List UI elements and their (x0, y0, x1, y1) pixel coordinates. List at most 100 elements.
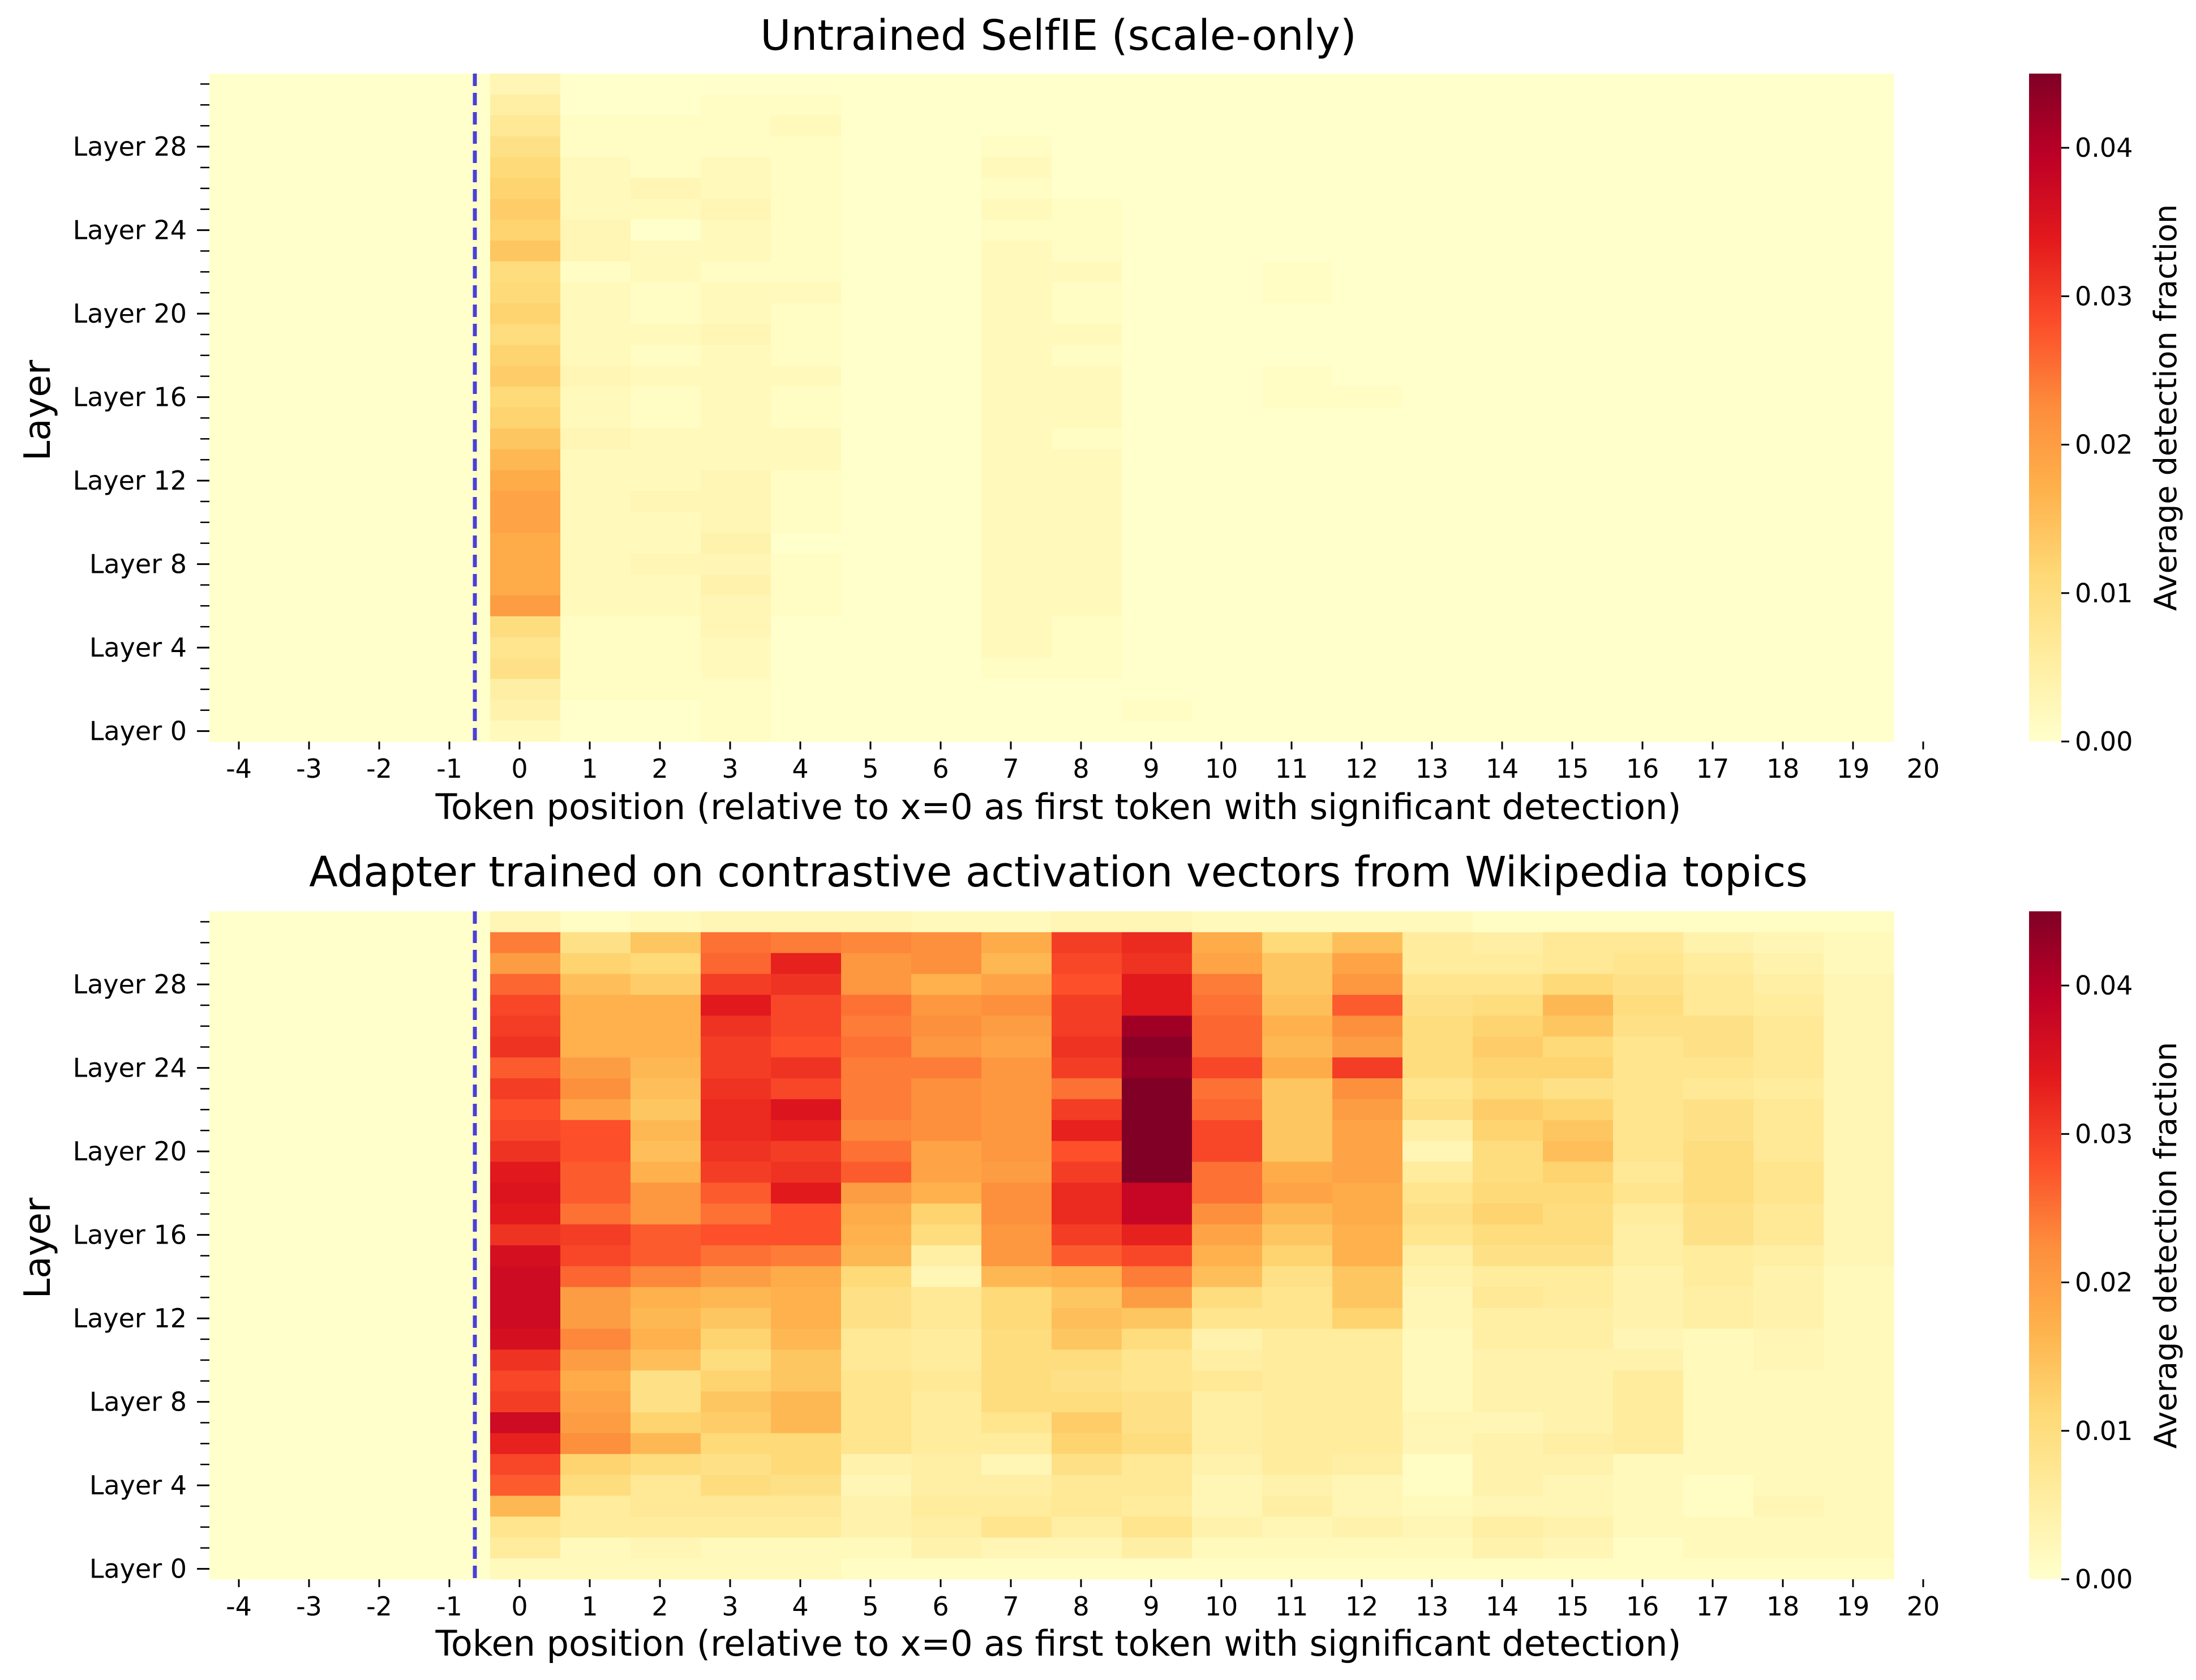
heatmap-cell (631, 324, 701, 345)
heatmap-cell (1824, 470, 1894, 492)
heatmap-cell (1122, 1099, 1193, 1121)
heatmap-cell (841, 1120, 912, 1142)
heatmap-cell (209, 700, 280, 721)
heatmap-cell (771, 1057, 842, 1079)
heatmap-cell (1402, 679, 1473, 700)
heatmap-cell (841, 1433, 912, 1455)
heatmap-cell (1262, 1036, 1333, 1058)
heatmap-cell (1473, 94, 1543, 116)
heatmap-cell (771, 595, 842, 617)
heatmap-cell (701, 1516, 771, 1538)
heatmap-cell (1122, 1495, 1193, 1517)
heatmap-cell (1683, 74, 1754, 95)
heatmap-cell (560, 721, 631, 742)
heatmap-cell (911, 449, 982, 471)
heatmap-cell (350, 178, 421, 199)
heatmap-cell (1824, 1162, 1894, 1183)
heatmap-cell (1683, 679, 1754, 700)
heatmap-cell (209, 1308, 280, 1330)
heatmap-cell (280, 1057, 350, 1079)
heatmap-cell (1262, 261, 1333, 283)
heatmap-cell (1052, 241, 1122, 262)
heatmap-cell (350, 1412, 421, 1434)
heatmap-cell (280, 1391, 350, 1413)
heatmap-cell (911, 282, 982, 304)
heatmap-cell (841, 1412, 912, 1434)
heatmap-cell (1332, 1391, 1403, 1413)
heatmap-cell (1332, 1078, 1403, 1100)
heatmap-cell (1402, 1162, 1473, 1183)
heatmap-cell (771, 700, 842, 721)
heatmap-cell (420, 616, 491, 638)
heatmap-cell (1824, 1036, 1894, 1058)
heatmap-cell (911, 408, 982, 429)
heatmap-cell (1683, 1454, 1754, 1476)
heatmap-cell (1402, 1057, 1473, 1079)
heatmap-cell (1332, 1475, 1403, 1497)
heatmap-cell (1473, 74, 1543, 95)
heatmap-cell (771, 94, 842, 116)
heatmap-cell (911, 1454, 982, 1476)
heatmap-cell (1613, 387, 1684, 408)
heatmap-cell (1052, 575, 1122, 596)
heatmap-cell (209, 1141, 280, 1163)
heatmap-cell (209, 1391, 280, 1413)
heatmap-cell (1402, 1015, 1473, 1037)
heatmap-cell (1613, 408, 1684, 429)
heatmap-cell (1332, 261, 1403, 283)
heatmap-cell (771, 282, 842, 304)
x-tick-label: 4 (792, 1591, 808, 1622)
heatmap-cell (1613, 1516, 1684, 1538)
heatmap-cell (1332, 1370, 1403, 1392)
heatmap-cell (490, 1454, 561, 1476)
heatmap-cell (841, 512, 912, 533)
heatmap-cell (701, 1203, 771, 1225)
x-tick-label: 9 (1143, 1591, 1159, 1622)
heatmap-cell (1402, 345, 1473, 366)
heatmap-cell (1613, 136, 1684, 158)
heatmap-cell (280, 953, 350, 975)
heatmap-cell (1262, 1454, 1333, 1476)
heatmap-cell (981, 470, 1052, 492)
heatmap-cell (841, 1266, 912, 1288)
heatmap-cell (1824, 1537, 1894, 1559)
heatmap-cell (1052, 974, 1122, 996)
heatmap-cell (1753, 512, 1824, 533)
heatmap-cell (1824, 1391, 1894, 1413)
heatmap-cell (1753, 1558, 1824, 1580)
heatmap-cell (350, 1162, 421, 1183)
heatmap-cell (1543, 1308, 1614, 1330)
heatmap-cell (350, 94, 421, 116)
heatmap-cell (1683, 94, 1754, 116)
heatmap-cell (1122, 1015, 1193, 1037)
heatmap-cell (350, 136, 421, 158)
heatmap-cell (1332, 700, 1403, 721)
heatmap-cell (490, 953, 561, 975)
heatmap-cell (701, 324, 771, 345)
heatmap-cell (911, 1266, 982, 1288)
heatmap-cell (981, 679, 1052, 700)
heatmap-cell (1473, 554, 1543, 575)
heatmap-cell (771, 1224, 842, 1246)
heatmap-cell (1402, 1495, 1473, 1517)
heatmap-cell (350, 616, 421, 638)
heatmap-cell (1683, 1057, 1754, 1079)
heatmap-cell (911, 94, 982, 116)
heatmap-cell (280, 658, 350, 679)
heatmap-cell (981, 1078, 1052, 1100)
heatmap-cell (771, 1475, 842, 1497)
heatmap-cell (841, 721, 912, 742)
heatmap-cell (1402, 366, 1473, 387)
x-tick-label: -1 (436, 753, 462, 784)
heatmap-cell (771, 1287, 842, 1309)
heatmap-cell (771, 220, 842, 241)
heatmap-cell (1824, 282, 1894, 304)
heatmap-cell (981, 533, 1052, 554)
heatmap-cell (1262, 115, 1333, 137)
heatmap-cell (1332, 1224, 1403, 1246)
heatmap-cell (350, 721, 421, 742)
heatmap-cell (771, 408, 842, 429)
heatmap-cell (1824, 1475, 1894, 1497)
heatmap-cell (701, 1433, 771, 1455)
heatmap-cell (1122, 721, 1193, 742)
